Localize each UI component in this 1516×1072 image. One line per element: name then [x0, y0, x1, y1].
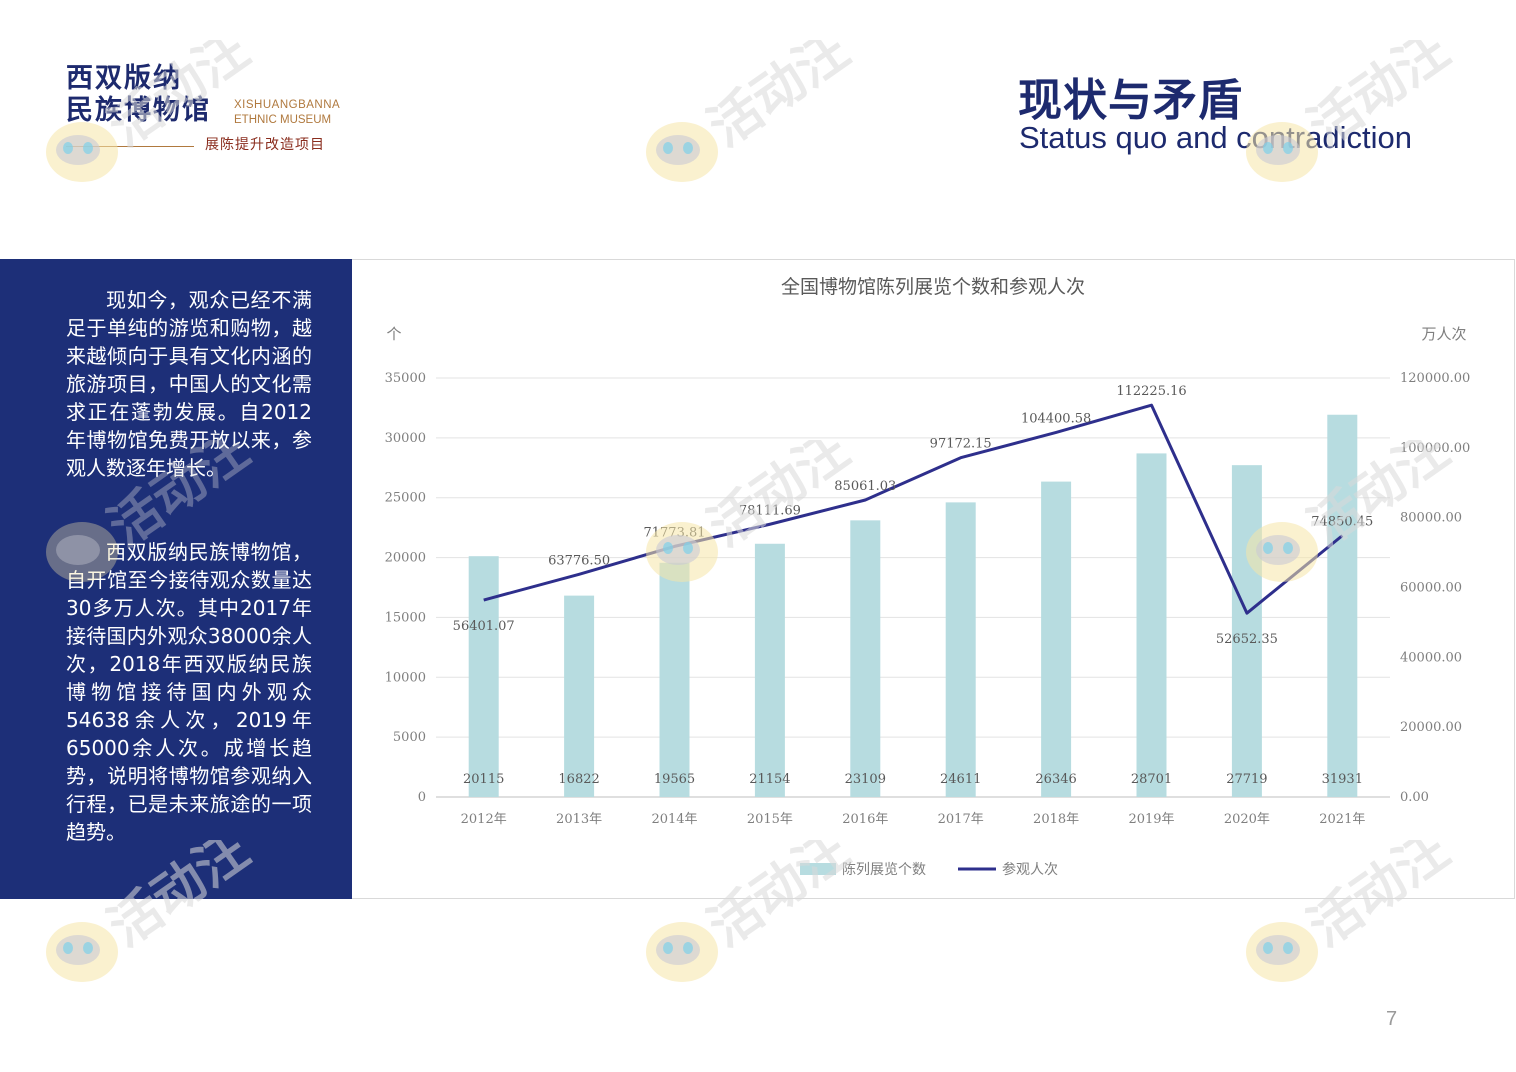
y2-tick-label: 100000.00 — [1400, 441, 1470, 456]
x-tick-label: 2014年 — [651, 812, 697, 827]
bar-value-label: 26346 — [1035, 772, 1076, 787]
line-value-label: 74850.45 — [1311, 515, 1373, 530]
line-path — [483, 403, 1344, 615]
bar — [945, 502, 976, 797]
chart-title: 全国博物馆陈列展览个数和参观人次 — [781, 276, 1085, 298]
logo-name-line1: 西双版纳 — [66, 63, 182, 94]
y-axis-label: 个 — [386, 325, 401, 343]
bar-value-label: 21154 — [749, 772, 790, 787]
y-tick-label: 35000 — [385, 371, 426, 386]
bar — [1136, 453, 1167, 797]
logo-english-line1: XISHUANGBANNA — [234, 99, 341, 111]
line-value-label: 52652.35 — [1216, 632, 1278, 647]
y-tick-label: 15000 — [385, 610, 426, 625]
paragraph-2: 西双版纳民族博物馆，自开馆至今接待观众数量达30多万人次。其中2017年接待国内… — [66, 540, 312, 844]
y2-tick-label: 20000.00 — [1400, 720, 1462, 735]
x-tick-label: 2016年 — [842, 812, 888, 827]
axes: 0 5000 10000 15000 20000 25000 30000 35000 0.00 2… — [385, 371, 1471, 827]
logo-divider — [66, 146, 194, 147]
y2-tick-label: 40000.00 — [1400, 650, 1462, 665]
bar-value-label: 19565 — [654, 772, 695, 787]
logo-english-line2: ETHNIC MUSEUM — [234, 114, 332, 126]
museum-logo: 西双版纳 民族博物馆 XISHUANGBANNA ETHNIC MUSEUM 展… — [66, 62, 366, 162]
combo-chart: 20115 16822 19565 21154 23109 24611 26346 28701… — [385, 276, 1471, 878]
grid-lines — [436, 377, 1390, 798]
legend-bar-label: 陈列展览个数 — [842, 861, 926, 878]
y2-tick-label: 80000.00 — [1400, 511, 1462, 526]
line-value-label: 63776.50 — [548, 553, 610, 568]
x-tick-label: 2012年 — [461, 812, 507, 827]
page-title: 现状与矛盾 — [1018, 75, 1243, 126]
line-value-label: 104400.58 — [1021, 411, 1091, 426]
bar-value-label: 20115 — [463, 772, 504, 787]
y2-tick-label: 120000.00 — [1400, 371, 1470, 386]
bar — [564, 595, 595, 797]
line-value-label: 78111.69 — [739, 503, 801, 518]
bar — [1327, 414, 1358, 797]
y-tick-label: 5000 — [393, 730, 426, 745]
paragraph-1: 现如今，观众已经不满足于单纯的游览和购物，越来越倾向于具有文化内涵的旅游项目，中… — [66, 288, 312, 480]
legend-line-label: 参观人次 — [1002, 861, 1058, 878]
legend-bar-swatch — [800, 863, 836, 875]
line-value-label: 112225.16 — [1116, 384, 1186, 399]
page-subtitle: Status quo and contradiction — [1019, 120, 1412, 155]
logo-project-name: 展陈提升改造项目 — [205, 137, 325, 153]
bar — [1041, 481, 1072, 797]
line-series — [483, 403, 1344, 615]
logo-name-line2: 民族博物馆 — [66, 95, 211, 126]
bar — [754, 543, 785, 797]
y2-axis-label: 万人次 — [1421, 325, 1466, 343]
bar-value-label: 16822 — [558, 772, 599, 787]
line-value-label: 71773.81 — [643, 525, 705, 540]
watermark-text: 活动汪 — [698, 40, 860, 159]
bar — [850, 520, 881, 797]
bar — [659, 562, 690, 797]
x-tick-label: 2020年 — [1224, 812, 1270, 827]
y2-tick-label: 0.00 — [1400, 790, 1429, 805]
y-tick-label: 0 — [418, 790, 426, 805]
bar-series — [468, 414, 1358, 797]
y-tick-label: 20000 — [385, 551, 426, 566]
bar-value-label: 27719 — [1226, 772, 1267, 787]
watermark-icon: 活动汪 — [646, 40, 860, 182]
line-value-label: 56401.07 — [453, 619, 515, 634]
bar — [1231, 465, 1262, 797]
y-tick-label: 25000 — [385, 491, 426, 506]
x-tick-label: 2013年 — [556, 812, 602, 827]
bar-value-label: 23109 — [845, 772, 886, 787]
bar-value-label: 31931 — [1322, 772, 1363, 787]
page-number: 7 — [1386, 1008, 1398, 1030]
bar-value-label: 24611 — [940, 772, 981, 787]
x-tick-label: 2017年 — [938, 812, 984, 827]
text-panel: 现如今，观众已经不满足于单纯的游览和购物，越来越倾向于具有文化内涵的旅游项目，中… — [0, 259, 352, 899]
line-value-label: 97172.15 — [930, 437, 992, 452]
watermark-icon: 活动汪 — [1246, 40, 1460, 182]
x-tick-label: 2015年 — [747, 812, 793, 827]
bar — [468, 556, 499, 797]
x-tick-label: 2018年 — [1033, 812, 1079, 827]
y2-tick-label: 60000.00 — [1400, 581, 1462, 596]
bar-value-label: 28701 — [1131, 772, 1172, 787]
y-tick-label: 10000 — [385, 670, 426, 685]
chart-container: 20115 16822 19565 21154 23109 24611 26346 28701… — [352, 259, 1515, 899]
line-value-label: 85061.03 — [834, 479, 896, 494]
legend: 陈列展览个数 参观人次 — [800, 861, 1058, 878]
x-tick-label: 2021年 — [1319, 812, 1365, 827]
x-tick-label: 2019年 — [1128, 812, 1174, 827]
y-tick-label: 30000 — [385, 431, 426, 446]
